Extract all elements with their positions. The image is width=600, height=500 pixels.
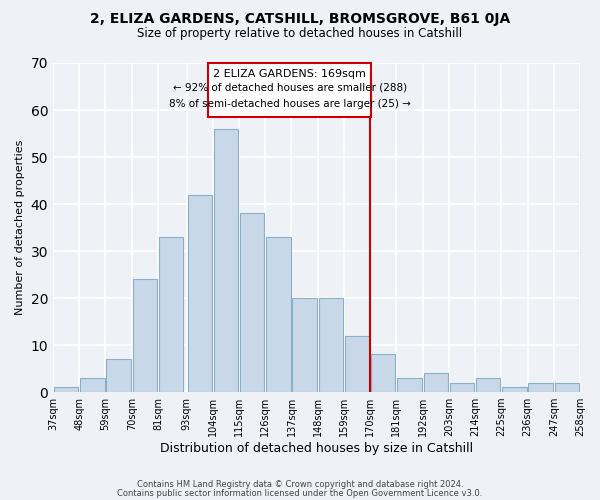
X-axis label: Distribution of detached houses by size in Catshill: Distribution of detached houses by size … xyxy=(160,442,473,455)
Bar xyxy=(240,214,265,392)
Text: Contains public sector information licensed under the Open Government Licence v3: Contains public sector information licen… xyxy=(118,488,482,498)
Bar xyxy=(80,378,104,392)
Bar xyxy=(54,388,79,392)
Bar xyxy=(188,194,212,392)
Bar xyxy=(371,354,395,392)
Text: ← 92% of detached houses are smaller (288): ← 92% of detached houses are smaller (28… xyxy=(173,83,407,93)
Bar xyxy=(292,298,317,392)
Bar xyxy=(476,378,500,392)
Text: Size of property relative to detached houses in Catshill: Size of property relative to detached ho… xyxy=(137,28,463,40)
Bar xyxy=(397,378,422,392)
Bar xyxy=(208,63,371,117)
Bar xyxy=(345,336,369,392)
Bar xyxy=(555,382,579,392)
Text: 8% of semi-detached houses are larger (25) →: 8% of semi-detached houses are larger (2… xyxy=(169,99,410,109)
Bar xyxy=(424,374,448,392)
Bar xyxy=(133,280,157,392)
Text: 2, ELIZA GARDENS, CATSHILL, BROMSGROVE, B61 0JA: 2, ELIZA GARDENS, CATSHILL, BROMSGROVE, … xyxy=(90,12,510,26)
Bar xyxy=(450,382,474,392)
Bar xyxy=(319,298,343,392)
Bar xyxy=(529,382,553,392)
Bar xyxy=(159,237,183,392)
Bar xyxy=(266,237,290,392)
Bar xyxy=(502,388,527,392)
Y-axis label: Number of detached properties: Number of detached properties xyxy=(15,140,25,315)
Bar xyxy=(106,359,131,392)
Text: Contains HM Land Registry data © Crown copyright and database right 2024.: Contains HM Land Registry data © Crown c… xyxy=(137,480,463,489)
Bar xyxy=(214,129,238,392)
Text: 2 ELIZA GARDENS: 169sqm: 2 ELIZA GARDENS: 169sqm xyxy=(213,70,366,80)
